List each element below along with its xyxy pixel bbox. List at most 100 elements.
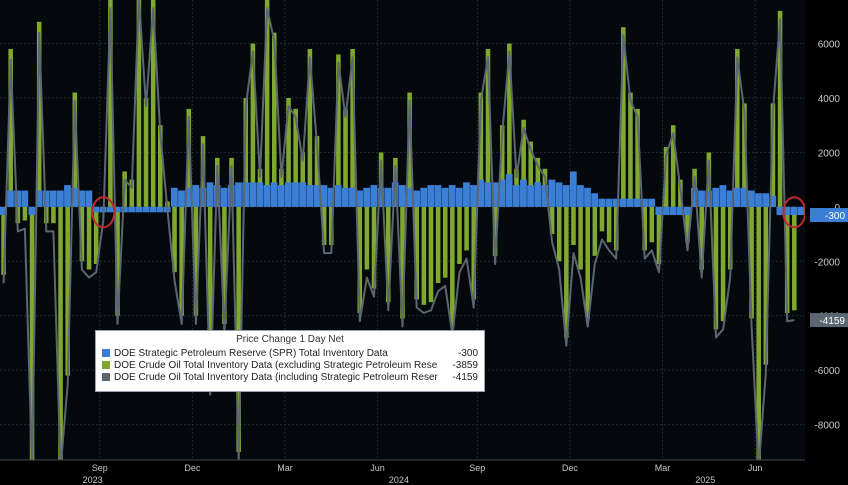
bar-spr-101	[719, 185, 727, 207]
bar-excl-94	[670, 125, 676, 207]
bar-excl-109	[777, 10, 783, 207]
bar-excl-24	[172, 206, 177, 273]
bar-excl-101	[720, 206, 726, 322]
bar-spr-13	[92, 206, 100, 213]
bar-excl-16	[115, 206, 120, 316]
x-tick-label-7: Jun	[748, 463, 763, 473]
bar-spr-83	[591, 193, 599, 207]
line-incl	[2, 0, 795, 470]
bar-spr-39	[277, 185, 285, 207]
bar-excl-46	[328, 206, 334, 245]
bar-spr-45	[320, 185, 328, 207]
legend: Price Change 1 Day Net DOE Strategic Pet…	[95, 330, 485, 392]
bar-excl-33	[236, 206, 241, 452]
bar-excl-52	[371, 206, 377, 289]
bar-spr-49	[349, 187, 356, 207]
bar-spr-25	[178, 190, 185, 207]
bar-spr-52	[370, 185, 378, 207]
bar-excl-61	[435, 206, 441, 284]
bar-spr-33	[235, 182, 242, 207]
bar-excl-81	[578, 206, 583, 270]
last-value-tag-2	[810, 313, 848, 328]
bar-excl-50	[357, 206, 363, 314]
bar-spr-78	[555, 182, 563, 207]
bar-excl-71	[507, 43, 512, 207]
y-tick-label-7: -8000	[814, 421, 840, 432]
bar-spr-93	[662, 206, 670, 216]
bar-excl-29	[207, 206, 213, 387]
bar-spr-54	[384, 187, 392, 207]
y-tick-label-6: -6000	[814, 366, 840, 377]
bar-spr-81	[577, 185, 584, 207]
legend-row-excl: DOE Crude Oil Total Inventory Data (excl…	[102, 359, 478, 371]
bar-spr-34	[242, 182, 249, 207]
bar-excl-104	[742, 103, 747, 207]
bar-excl-35	[250, 43, 256, 207]
bar-excl-15	[108, 0, 113, 207]
bar-spr-110	[783, 206, 791, 216]
bar-excl-22	[158, 125, 163, 207]
bar-excl-26	[186, 108, 192, 207]
bar-spr-20	[142, 206, 150, 213]
bar-excl-68	[485, 48, 491, 207]
bar-excl-12	[86, 206, 92, 270]
bar-excl-45	[321, 206, 327, 245]
bar-excl-31	[222, 206, 227, 324]
bar-excl-64	[457, 206, 462, 265]
last-value-label-2: -4159	[819, 316, 845, 327]
x-tick-label-4: Sep	[469, 463, 485, 473]
bar-spr-7	[49, 190, 57, 207]
bar-spr-82	[584, 187, 591, 207]
bar-excl-96	[685, 206, 690, 243]
bar-excl-11	[79, 206, 85, 262]
bar-spr-75	[534, 182, 542, 207]
bar-excl-100	[713, 206, 719, 330]
bar-excl-41	[293, 108, 298, 207]
bar-excl-8	[58, 206, 63, 460]
last-value-tag-0	[810, 208, 848, 223]
year-label-2: 2025	[695, 475, 715, 485]
bar-excl-66	[471, 206, 477, 300]
bar-spr-55	[391, 182, 399, 207]
bar-spr-15	[106, 206, 114, 213]
bar-spr-112	[797, 206, 805, 216]
bar-spr-66	[470, 185, 477, 207]
bar-spr-64	[455, 187, 463, 207]
bar-excl-37	[264, 0, 270, 207]
bar-excl-7	[51, 206, 56, 224]
bar-excl-65	[464, 206, 469, 251]
bar-spr-1	[7, 190, 14, 207]
bar-spr-73	[520, 179, 527, 207]
bar-excl-27	[193, 206, 199, 316]
bar-spr-29	[206, 182, 214, 207]
bar-excl-102	[727, 206, 733, 270]
bar-excl-56	[400, 206, 405, 319]
bar-spr-98	[698, 190, 705, 207]
bar-spr-108	[769, 195, 777, 207]
bar-excl-40	[286, 97, 291, 207]
x-tick-label-3: Jun	[370, 463, 385, 473]
bar-spr-71	[505, 174, 513, 207]
bar-spr-31	[220, 187, 228, 207]
bar-excl-110	[784, 206, 790, 314]
bar-spr-11	[78, 190, 86, 207]
bar-excl-67	[478, 92, 484, 207]
legend-row-spr: DOE Strategic Petroleum Reserve (SPR) To…	[102, 347, 478, 359]
bar-spr-28	[199, 187, 207, 207]
bar-excl-44	[314, 136, 320, 207]
bar-spr-3	[21, 190, 29, 207]
bar-spr-107	[762, 193, 770, 207]
bar-spr-27	[192, 185, 200, 207]
bar-spr-44	[313, 185, 321, 207]
bar-excl-70	[499, 125, 505, 207]
bar-spr-76	[541, 185, 549, 207]
bar-excl-58	[414, 206, 420, 300]
bar-spr-38	[270, 182, 278, 207]
bar-excl-77	[549, 206, 555, 235]
legend-swatch-excl	[102, 361, 110, 369]
bar-spr-58	[413, 190, 420, 207]
bar-excl-13	[93, 206, 99, 265]
highlight-circle-0	[91, 196, 116, 229]
bar-excl-106	[756, 206, 761, 460]
